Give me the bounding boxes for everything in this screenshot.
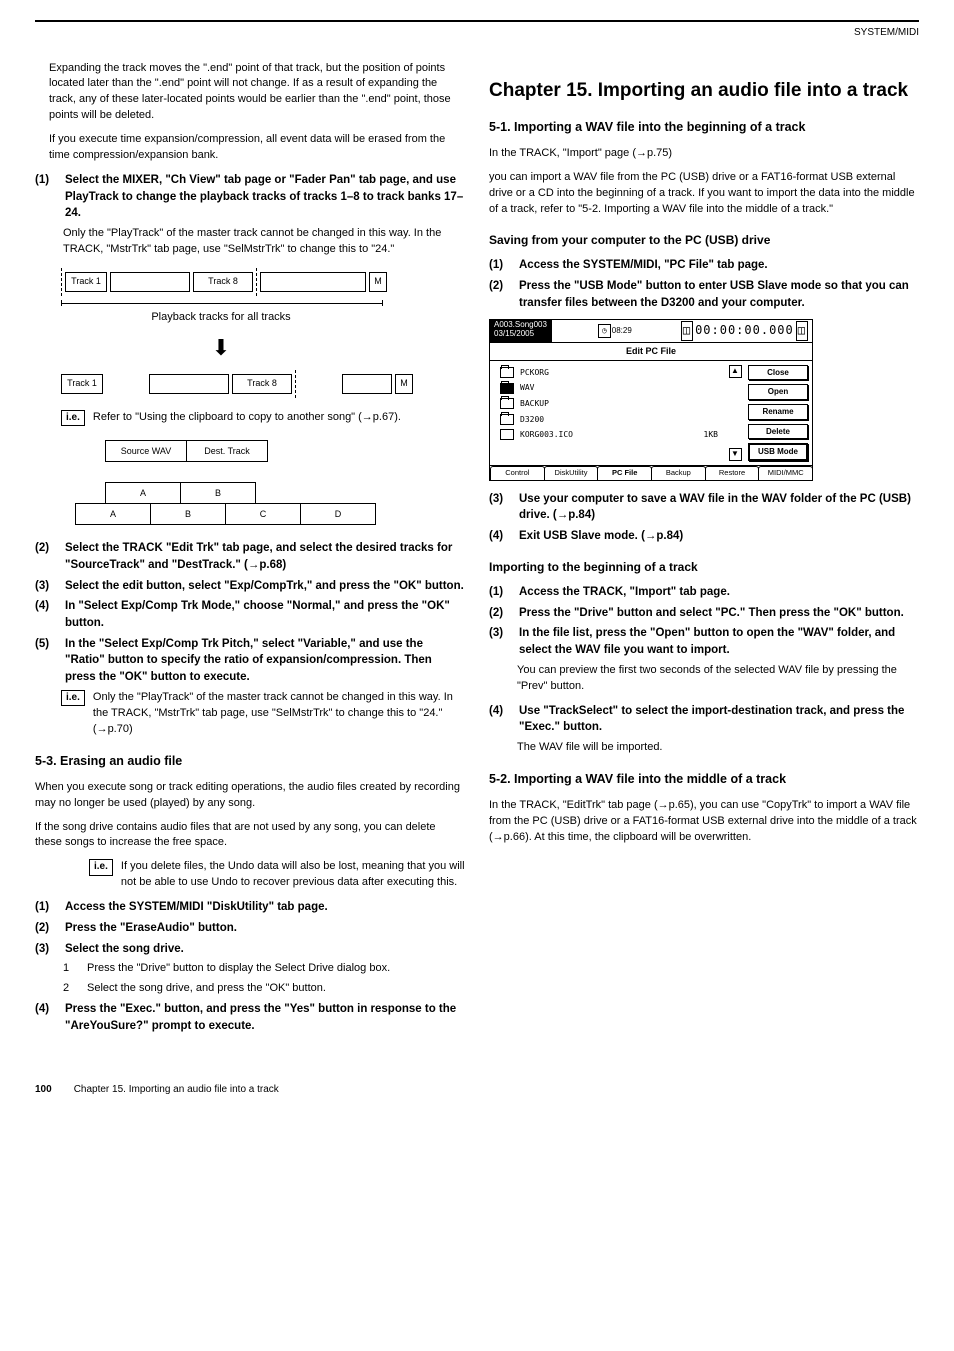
h-erase: 5-3. Erasing an audio file xyxy=(35,752,465,770)
step1-text: Select the MIXER, "Ch View" tab page or … xyxy=(65,172,465,222)
file-row: WAV xyxy=(500,380,722,396)
step3-ix: (3) xyxy=(35,578,57,595)
mini-table-1: Source WAV Dest. Track xyxy=(105,440,267,462)
diagram-tracks-before: Track 1 Track 8 M Playback tracks for al… xyxy=(61,268,465,398)
file-row: BACKUP xyxy=(500,396,722,412)
file-row: KORG003.ICO1KB xyxy=(500,427,722,443)
imp-s4b: The WAV file will be imported. xyxy=(517,740,919,756)
down-arrow-icon: ⬇ xyxy=(61,332,381,364)
usb-mode-button[interactable]: USB Mode xyxy=(748,443,808,461)
file-list[interactable]: PCKORG WAV BACKUP D3200 KORG003.ICO1KB xyxy=(494,365,722,461)
h-import: Importing to the beginning of a track xyxy=(489,559,919,576)
tab-pcfile[interactable]: PC File xyxy=(597,466,652,480)
p2: you can import a WAV file from the PC (U… xyxy=(489,170,919,218)
step4-text: In "Select Exp/Comp Trk Mode," choose "N… xyxy=(65,598,465,631)
folder-icon xyxy=(500,398,514,409)
step2-ix: (2) xyxy=(35,540,57,573)
folder-icon xyxy=(500,414,514,425)
folder-icon xyxy=(500,367,514,378)
open-button[interactable]: Open xyxy=(748,384,808,400)
screen-title: Edit PC File xyxy=(490,343,812,361)
chapter-heading: Chapter 15. Importing an audio file into… xyxy=(489,77,919,105)
scroll-up-button[interactable]: ▲ xyxy=(729,365,742,378)
delete-button[interactable]: Delete xyxy=(748,424,808,440)
rename-button[interactable]: Rename xyxy=(748,404,808,420)
file-row: D3200 xyxy=(500,412,722,428)
step5-ix: (5) xyxy=(35,636,57,686)
step5-note: Only the "PlayTrack" of the master track… xyxy=(93,690,465,738)
edit-pc-file-screenshot: A003.Song003 03/15/2005 ◷ 08:29 ◫ 00:00:… xyxy=(489,319,813,480)
intro-text-1: Expanding the track moves the ".end" poi… xyxy=(49,61,465,125)
step1-note: Only the "PlayTrack" of the master track… xyxy=(63,226,465,258)
step4-ix: (4) xyxy=(35,598,57,631)
ie-badge: i.e. xyxy=(61,410,85,427)
tab-backup[interactable]: Backup xyxy=(651,466,706,480)
stacked-blocks: AB ABCD xyxy=(75,482,465,525)
tab-control[interactable]: Control xyxy=(490,466,545,480)
file-icon xyxy=(500,429,514,440)
page-header: SYSTEM/MIDI xyxy=(35,26,919,41)
tab-midimmc[interactable]: MIDI/MMC xyxy=(758,466,813,480)
folder-icon xyxy=(500,383,514,394)
page-footer: 100 Chapter 15. Importing an audio file … xyxy=(35,1083,919,1098)
step3-text: Select the edit button, select "Exp/Comp… xyxy=(65,578,464,595)
preview-note: You can preview the first two seconds of… xyxy=(517,663,919,695)
screen-tabs[interactable]: Control DiskUtility PC File Backup Resto… xyxy=(490,465,812,480)
scroll-down-button[interactable]: ▼ xyxy=(729,448,742,461)
h-save: Saving from your computer to the PC (USB… xyxy=(489,232,919,249)
clock-icon: ◷ xyxy=(598,324,611,338)
close-button[interactable]: Close xyxy=(748,365,808,381)
tab-diskutility[interactable]: DiskUtility xyxy=(544,466,599,480)
intro-text-2: If you execute time expansion/compressio… xyxy=(49,132,465,164)
erase-p2: If the song drive contains audio files t… xyxy=(35,820,465,852)
h-15-1: 5-1. Importing a WAV file into the begin… xyxy=(489,118,919,136)
footer-section: Chapter 15. Importing an audio file into… xyxy=(74,1083,279,1098)
ie-badge-2: i.e. xyxy=(61,690,85,707)
file-row: PCKORG xyxy=(500,365,722,381)
page-number: 100 xyxy=(35,1083,52,1098)
erase-note: If you delete files, the Undo data will … xyxy=(121,859,465,891)
step2-text: Select the TRACK "Edit Trk" tab page, an… xyxy=(65,540,465,573)
ie-badge-3: i.e. xyxy=(89,859,113,876)
step1-ix: (1) xyxy=(35,172,57,222)
mid-p: In the TRACK, "EditTrk" tab page (→p.65)… xyxy=(489,798,919,846)
timecode: ◫ 00:00:00.000 ◫ xyxy=(677,320,812,341)
step5-text: In the "Select Exp/Comp Trk Pitch," sele… xyxy=(65,636,465,686)
h-15-2: 5-2. Importing a WAV file into the middl… xyxy=(489,770,919,788)
screen-date: 03/15/2005 xyxy=(494,330,547,339)
erase-p1: When you execute song or track editing o… xyxy=(35,780,465,812)
tab-restore[interactable]: Restore xyxy=(705,466,760,480)
